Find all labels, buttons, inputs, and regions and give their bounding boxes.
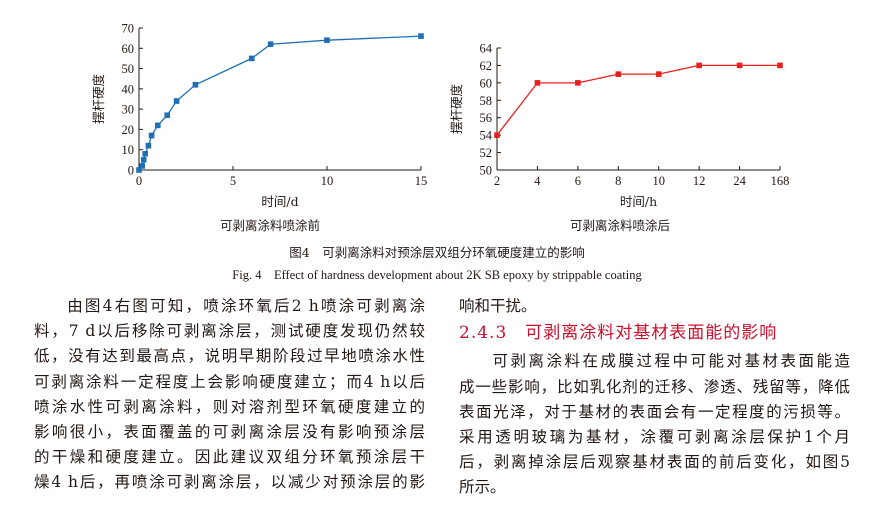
data-point: [192, 82, 199, 88]
paragraph-line: 影响很小，表面覆盖的可剥离涂层没有影响预涂层: [34, 423, 425, 442]
y-tick-label: 50: [122, 62, 135, 76]
data-point: [145, 142, 152, 149]
data-point: [418, 33, 424, 39]
y-tick-label: 40: [122, 82, 135, 96]
paragraph-line: 成一些影响，比如乳化剂的迁移、渗透、残留等，降低: [459, 377, 850, 396]
y-tick-label: 0: [128, 164, 134, 178]
y-tick-label: 56: [480, 111, 493, 125]
data-point: [324, 37, 330, 43]
paragraph-line: 响和干扰。: [459, 297, 537, 315]
data-point: [534, 80, 541, 86]
data-point: [575, 80, 581, 86]
data-point: [139, 163, 145, 169]
y-tick-label: 30: [122, 103, 135, 117]
data-point: [155, 122, 161, 129]
paragraph-line: 后，剥离掉涂层后观察基材表面的前后变化，如图5: [459, 453, 850, 472]
x-tick-label: 10: [321, 174, 334, 188]
section-heading: 2.4.3 可剥离涂料对基材表面能的影响: [459, 323, 778, 344]
x-tick-label: 10: [652, 174, 665, 188]
subcaption-left: 可剥离涂料喷涂前: [220, 218, 321, 233]
x-axis-label: 时间/h: [620, 194, 657, 209]
y-tick-label: 54: [480, 129, 493, 143]
paragraph-line: 喷涂水性可剥离涂料，则对溶剂型环氧硬度建立的: [34, 397, 425, 416]
chart-left-before-coating: 0 10 20 30 40 50 60 70 0 5 10 15 时间/d 摆杆硬度: [91, 22, 427, 210]
y-tick-label: 20: [122, 123, 135, 137]
x-tick-label: 0: [136, 174, 142, 188]
y-tick-label: 52: [480, 146, 493, 160]
y-tick-label: 58: [480, 94, 493, 108]
data-point: [142, 150, 149, 157]
y-axis-label: 摆杆硬度: [449, 84, 464, 135]
data-point: [173, 98, 180, 104]
data-point: [615, 71, 622, 77]
x-tick-label: 12: [693, 174, 706, 188]
data-point: [249, 55, 255, 62]
y-tick-label: 10: [122, 143, 135, 157]
data-point: [494, 132, 500, 138]
x-axis-label: 时间/d: [261, 194, 298, 209]
data-point: [736, 62, 743, 69]
paragraph-line: 所示。: [459, 478, 506, 497]
x-tick-label: 5: [230, 174, 236, 188]
paragraph-line: 可剥离涂料一定程度上会影响硬度建立；而4 h以后: [34, 372, 425, 391]
figure-caption-en: Fig. 4 Effect of hardness development ab…: [232, 268, 642, 282]
x-tick-label: 4: [534, 174, 541, 188]
x-tick-label: 6: [575, 174, 581, 188]
data-point: [148, 132, 155, 139]
x-tick-label: 24: [733, 174, 746, 188]
y-tick-label: 64: [480, 42, 493, 56]
y-tick-label: 50: [480, 164, 493, 178]
paragraph-line: 表面光泽，对于基材的表面会有一定程度的污损等。: [459, 402, 850, 421]
data-point: [655, 71, 662, 77]
data-point: [164, 112, 170, 119]
paragraph-line: 燥4 h后，再喷涂可剥离涂层，以减少对预涂层的影: [34, 473, 425, 492]
series-line: [138, 35, 422, 171]
y-tick-label: 62: [480, 59, 493, 73]
body-text-left-column: 由图4右图可知，喷涂环氧后2 h喷涂可剥离涂 料，7 d以后移除可剥离涂层，测试…: [34, 294, 425, 496]
subcaption-right: 可剥离涂料喷涂后: [570, 218, 671, 233]
paragraph-line: 料，7 d以后移除可剥离涂层，测试硬度发现仍然较: [34, 322, 425, 341]
y-tick-label: 60: [480, 76, 493, 90]
x-tick-label: 168: [771, 174, 790, 188]
data-point: [696, 62, 702, 69]
y-tick-label: 60: [122, 42, 135, 56]
paragraph-line: 的干燥和硬度建立。因此建议双组分环氧预涂层干: [34, 448, 425, 467]
paragraph-line: 可剥离涂料在成膜过程中可能对基材表面能造: [490, 352, 850, 371]
x-tick-label: 15: [415, 174, 428, 188]
x-tick-label: 8: [615, 174, 621, 188]
data-point: [136, 167, 142, 173]
figure-caption-cn: 图4 可剥离涂料对预涂层双组分环氧硬度建立的影响: [289, 245, 585, 260]
x-tick-label: 2: [494, 174, 500, 188]
paragraph-line: 采用透明玻璃为基材，涂覆可剥离涂层保护1个月: [459, 428, 850, 447]
paragraph-line: 低，没有达到最高点，说明早期阶段过早地喷涂水性: [34, 347, 425, 366]
data-point: [267, 41, 274, 48]
y-tick-label: 70: [122, 22, 135, 36]
y-axis-label: 摆杆硬度: [91, 74, 106, 125]
paragraph-line: 由图4右图可知，喷涂环氧后2 h喷涂可剥离涂: [65, 297, 425, 315]
figure-4: 0 10 20 30 40 50 60 70 0 5 10 15 时间/d 摆杆硬度 50 52 54 56 58…: [91, 22, 789, 210]
body-text-right-column: 响和干扰。 2.4.3 可剥离涂料对基材表面能的影响 可剥离涂料在成膜过程中可能…: [459, 294, 850, 501]
data-point: [140, 157, 147, 163]
series-line: [496, 64, 780, 136]
data-point: [777, 62, 783, 69]
